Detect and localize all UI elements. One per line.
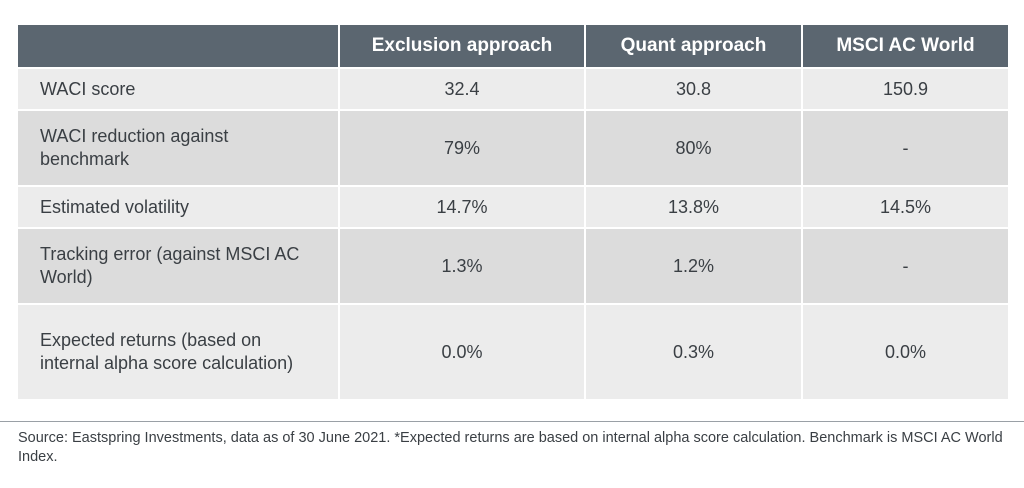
table-row: Expected returns (based on internal alph… — [18, 303, 1008, 399]
cell-msci: 0.0% — [801, 303, 1008, 399]
cell-msci: 14.5% — [801, 185, 1008, 227]
cell-msci: - — [801, 227, 1008, 303]
footnote-divider — [0, 421, 1024, 422]
cell-exclusion: 0.0% — [338, 303, 584, 399]
cell-exclusion: 79% — [338, 109, 584, 185]
table-row: Tracking error (against MSCI AC World) 1… — [18, 227, 1008, 303]
cell-quant: 13.8% — [584, 185, 801, 227]
header-cell-metric — [18, 25, 338, 67]
row-label: Expected returns (based on internal alph… — [18, 303, 338, 399]
header-cell-exclusion-approach: Exclusion approach — [338, 25, 584, 67]
comparison-table: Exclusion approach Quant approach MSCI A… — [18, 25, 1008, 399]
row-label: Estimated volatility — [18, 185, 338, 227]
table-row: WACI score 32.4 30.8 150.9 — [18, 67, 1008, 109]
row-label: WACI reduction against benchmark — [18, 109, 338, 185]
table-header-row: Exclusion approach Quant approach MSCI A… — [18, 25, 1008, 67]
table-row: Estimated volatility 14.7% 13.8% 14.5% — [18, 185, 1008, 227]
row-label: WACI score — [18, 67, 338, 109]
row-label: Tracking error (against MSCI AC World) — [18, 227, 338, 303]
comparison-table-container: Exclusion approach Quant approach MSCI A… — [18, 25, 1008, 399]
header-cell-quant-approach: Quant approach — [584, 25, 801, 67]
cell-msci: 150.9 — [801, 67, 1008, 109]
cell-quant: 0.3% — [584, 303, 801, 399]
cell-quant: 30.8 — [584, 67, 801, 109]
header-cell-msci-ac-world: MSCI AC World — [801, 25, 1008, 67]
cell-exclusion: 32.4 — [338, 67, 584, 109]
cell-quant: 80% — [584, 109, 801, 185]
cell-quant: 1.2% — [584, 227, 801, 303]
table-row: WACI reduction against benchmark 79% 80%… — [18, 109, 1008, 185]
cell-msci: - — [801, 109, 1008, 185]
cell-exclusion: 14.7% — [338, 185, 584, 227]
source-footnote: Source: Eastspring Investments, data as … — [18, 430, 1003, 465]
cell-exclusion: 1.3% — [338, 227, 584, 303]
